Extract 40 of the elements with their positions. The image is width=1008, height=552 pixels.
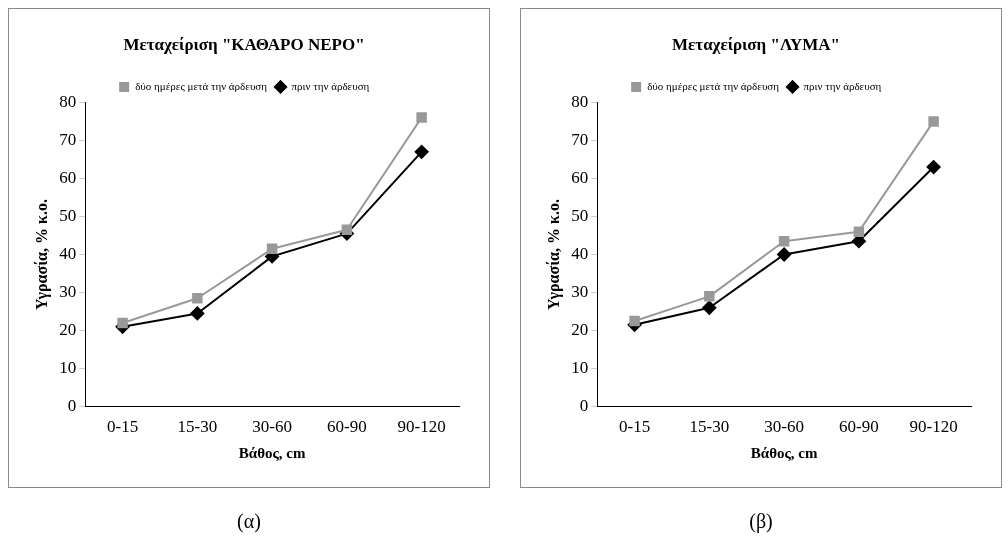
x-tick-label: 60-90: [327, 417, 367, 437]
x-tick-label: 0-15: [106, 417, 139, 437]
y-tick-label: 70: [59, 129, 77, 149]
y-tick-label: 10: [571, 358, 589, 378]
y-tick-label: 40: [59, 243, 77, 263]
y-tick-label: 20: [571, 320, 589, 340]
y-tick-label: 80: [571, 91, 589, 111]
x-axis-title: Βάθος, cm: [238, 444, 306, 461]
y-tick-label: 50: [59, 205, 77, 225]
text: (α): [236, 510, 262, 533]
y-tick-label: 40: [571, 243, 589, 263]
y-axis-title: Υγρασία, % κ.ο.: [544, 199, 563, 310]
y-tick-label: 0: [67, 396, 77, 416]
y-tick-label: 20: [59, 320, 77, 340]
y-tick-label: 60: [571, 167, 589, 187]
y-tick-label: 0: [579, 396, 589, 416]
legend-label: πριν την άρδευση: [291, 79, 370, 92]
chart-title: Μεταχείριση "ΚΑΘΑΡΟ ΝΕΡΟ": [123, 34, 365, 54]
chart-title: Μεταχείριση "ΛΥΜΑ": [671, 34, 841, 54]
y-tick-label: 30: [59, 281, 77, 301]
x-tick-label: 30-60: [764, 417, 804, 437]
x-tick-label: 15-30: [177, 417, 218, 437]
x-tick-label: 90-120: [909, 417, 958, 437]
x-axis-title: Βάθος, cm: [750, 444, 818, 461]
x-tick-label: 90-120: [397, 417, 446, 437]
x-tick-label: 15-30: [689, 417, 730, 437]
legend-label: πριν την άρδευση: [803, 79, 882, 92]
x-tick-label: 30-60: [252, 417, 292, 437]
y-tick-label: 70: [571, 129, 589, 149]
y-tick-label: 50: [571, 205, 589, 225]
text: (β): [748, 510, 774, 533]
y-tick-label: 60: [59, 167, 77, 187]
y-tick-label: 80: [59, 91, 77, 111]
y-tick-label: 10: [59, 358, 77, 378]
legend-label: δύο ημέρες μετά την άρδευση: [647, 79, 780, 92]
legend-label: δύο ημέρες μετά την άρδευση: [135, 79, 268, 92]
y-tick-label: 30: [571, 281, 589, 301]
x-tick-label: 0-15: [618, 417, 651, 437]
x-tick-label: 60-90: [839, 417, 879, 437]
y-axis-title: Υγρασία, % κ.ο.: [32, 199, 51, 310]
